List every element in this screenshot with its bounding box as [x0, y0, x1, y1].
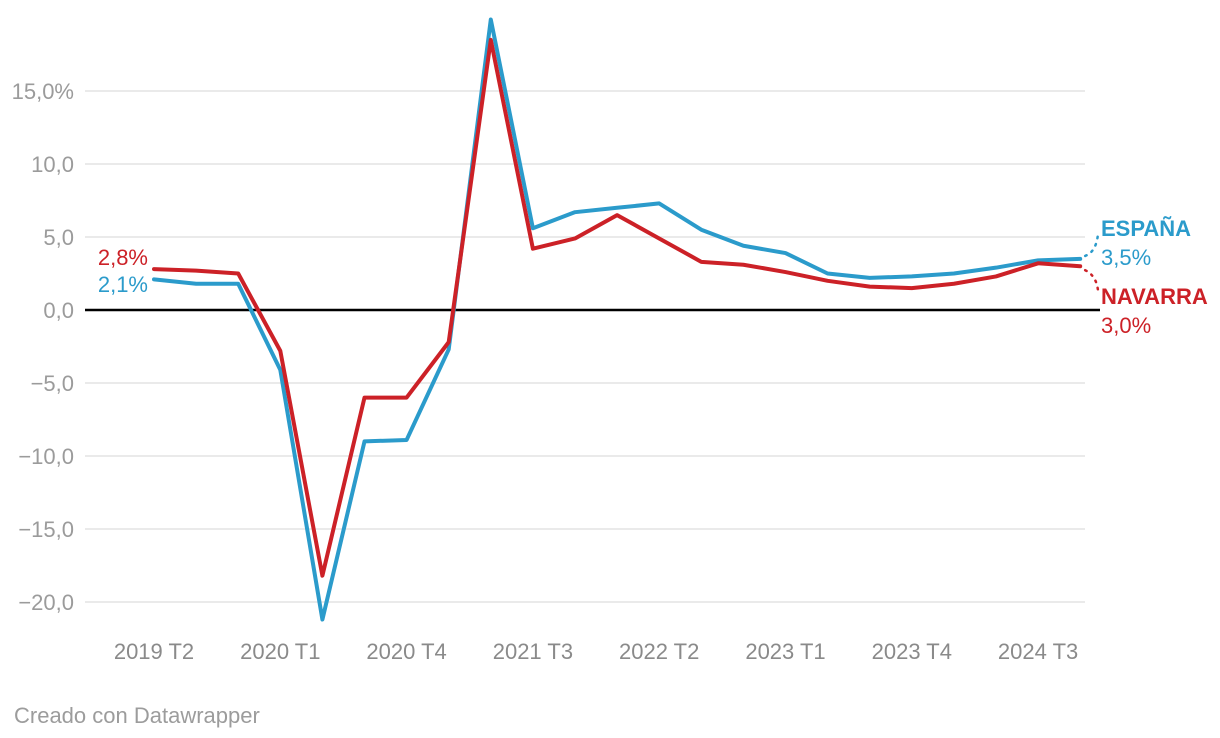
- y-tick-label: −10,0: [18, 444, 74, 469]
- navarra-end-value-label: 3,0%: [1101, 313, 1152, 338]
- x-tick-label: 2020 T1: [240, 639, 320, 664]
- y-tick-label: −20,0: [18, 590, 74, 615]
- y-tick-label: 5,0: [43, 225, 74, 250]
- espana-start-value-label: 2,1%: [97, 272, 148, 297]
- navarra-line: [152, 37, 1083, 578]
- espana-end-value-label: 3,5%: [1101, 245, 1152, 270]
- x-tick-label: 2021 T3: [493, 639, 573, 664]
- x-tick-label: 2023 T1: [745, 639, 825, 664]
- x-tick-label: 2022 T2: [619, 639, 699, 664]
- y-tick-label: 15,0%: [12, 79, 74, 104]
- x-tick-label: 2024 T3: [998, 639, 1078, 664]
- espana-label-connector: [1083, 230, 1100, 258]
- x-tick-label: 2023 T4: [872, 639, 952, 664]
- navarra-series-label: NAVARRA: [1101, 284, 1208, 309]
- navarra-start-value-label: 2,8%: [97, 245, 148, 270]
- x-tick-label: 2020 T4: [366, 639, 446, 664]
- navarra-label-connector: [1083, 268, 1100, 294]
- y-tick-label: 10,0: [31, 152, 74, 177]
- espana-line: [152, 17, 1083, 622]
- espana-series-label: ESPAÑA: [1101, 216, 1192, 241]
- y-tick-label: −15,0: [18, 517, 74, 542]
- y-tick-label: 0,0: [43, 298, 74, 323]
- y-tick-label: −5,0: [31, 371, 74, 396]
- datawrapper-credit: Creado con Datawrapper: [14, 703, 260, 728]
- x-tick-label: 2019 T2: [114, 639, 194, 664]
